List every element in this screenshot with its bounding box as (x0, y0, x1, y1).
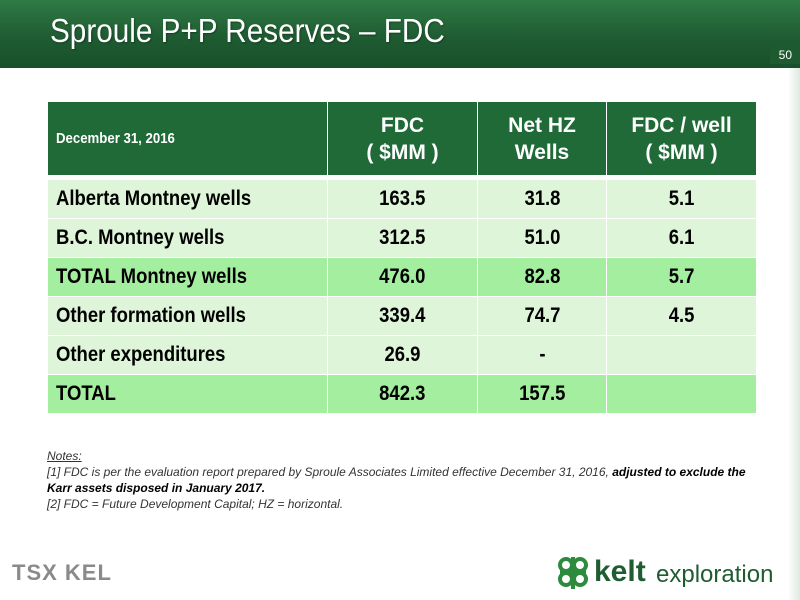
cell-fdc: 312.5 (327, 218, 478, 258)
tsx-kel-logo: TSX KEL (12, 560, 112, 585)
celtic-knot-icon (558, 557, 588, 589)
cell-per-well: 5.7 (606, 257, 757, 297)
slide-title: Sproule P+P Reserves – FDC (50, 12, 445, 49)
table-row: TOTAL 842.3 157.5 (47, 374, 757, 414)
header-net-hz-wells: Net HZ Wells (477, 101, 607, 176)
row-label: Other expenditures (47, 335, 328, 375)
row-label: B.C. Montney wells (47, 218, 328, 258)
note-1: [1] FDC is per the evaluation report pre… (47, 465, 746, 495)
table-header-row: December 31, 2016 FDC( $MM ) Net HZ Wells… (47, 101, 757, 176)
cell-per-well: 5.1 (606, 179, 757, 219)
notes-title: Notes: (47, 449, 82, 463)
cell-fdc: 842.3 (327, 374, 478, 414)
exploration-wordmark: exploration (656, 561, 774, 588)
cell-per-well: 4.5 (606, 296, 757, 336)
cell-per-well (606, 374, 757, 414)
header-date: December 31, 2016 (47, 101, 328, 176)
cell-fdc: 26.9 (327, 335, 478, 375)
slide-header: Sproule P+P Reserves – FDC 50 (0, 0, 800, 68)
cell-per-well (606, 335, 757, 375)
cell-wells: 74.7 (477, 296, 607, 336)
table-row: TOTAL Montney wells 476.0 82.8 5.7 (47, 257, 757, 297)
header-fdc: FDC( $MM ) (327, 101, 478, 176)
cell-fdc: 339.4 (327, 296, 478, 336)
page-number-box (770, 46, 800, 64)
cell-wells: - (477, 335, 607, 375)
table-row: Other formation wells 339.4 74.7 4.5 (47, 296, 757, 336)
note-2: [2] FDC = Future Development Capital; HZ… (47, 497, 344, 511)
row-label: TOTAL Montney wells (47, 257, 328, 297)
cell-wells: 51.0 (477, 218, 607, 258)
cell-fdc: 476.0 (327, 257, 478, 297)
reserves-table: December 31, 2016 FDC( $MM ) Net HZ Wells… (47, 101, 757, 414)
table-row: B.C. Montney wells 312.5 51.0 6.1 (47, 218, 757, 258)
table-row: Alberta Montney wells 163.5 31.8 5.1 (47, 179, 757, 219)
page-number: 50 (778, 48, 792, 62)
kelt-wordmark: kelt (594, 555, 646, 588)
cell-fdc: 163.5 (327, 179, 478, 219)
side-gradient-bar (788, 68, 800, 600)
cell-wells: 157.5 (477, 374, 607, 414)
row-label: TOTAL (47, 374, 328, 414)
notes: Notes: [1] FDC is per the evaluation rep… (47, 448, 747, 512)
cell-wells: 82.8 (477, 257, 607, 297)
kelt-exploration-logo: kelt exploration (556, 553, 792, 595)
cell-wells: 31.8 (477, 179, 607, 219)
cell-per-well: 6.1 (606, 218, 757, 258)
table-row: Other expenditures 26.9 - (47, 335, 757, 375)
row-label: Alberta Montney wells (47, 179, 328, 219)
row-label: Other formation wells (47, 296, 328, 336)
header-fdc-per-well: FDC / well( $MM ) (606, 101, 757, 176)
